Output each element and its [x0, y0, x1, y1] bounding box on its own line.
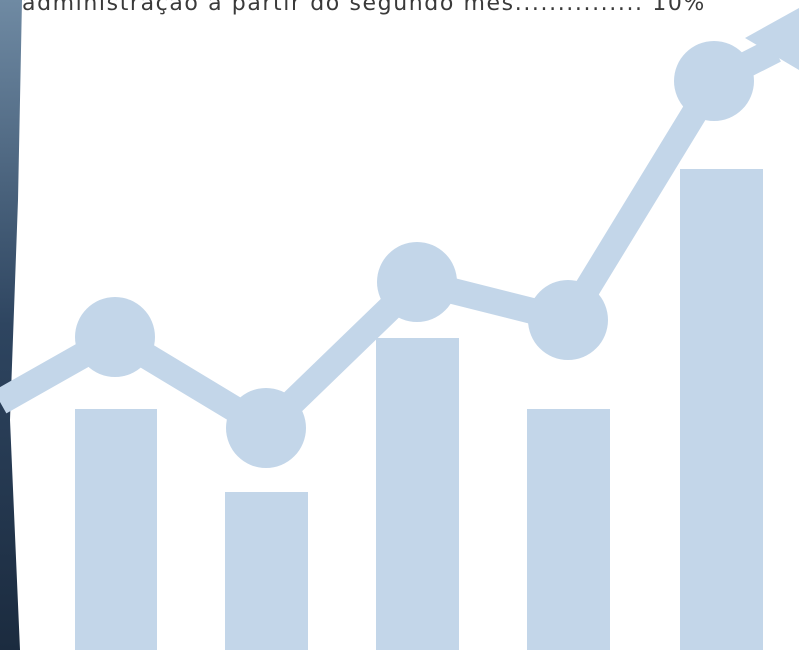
bar [75, 409, 157, 650]
bar [376, 338, 459, 650]
point [226, 388, 306, 468]
bars [75, 169, 763, 650]
point [75, 297, 155, 377]
bar [680, 169, 763, 650]
bar [527, 409, 610, 650]
point [377, 242, 457, 322]
bar [225, 492, 308, 650]
caption-text: administração a partir do segundo mês...… [22, 0, 706, 16]
point [528, 280, 608, 360]
background-image-strip [0, 0, 22, 650]
point [674, 41, 754, 121]
illustration: administração a partir do segundo mês...… [0, 0, 799, 650]
page: administração a partir do segundo mês...… [0, 0, 799, 650]
